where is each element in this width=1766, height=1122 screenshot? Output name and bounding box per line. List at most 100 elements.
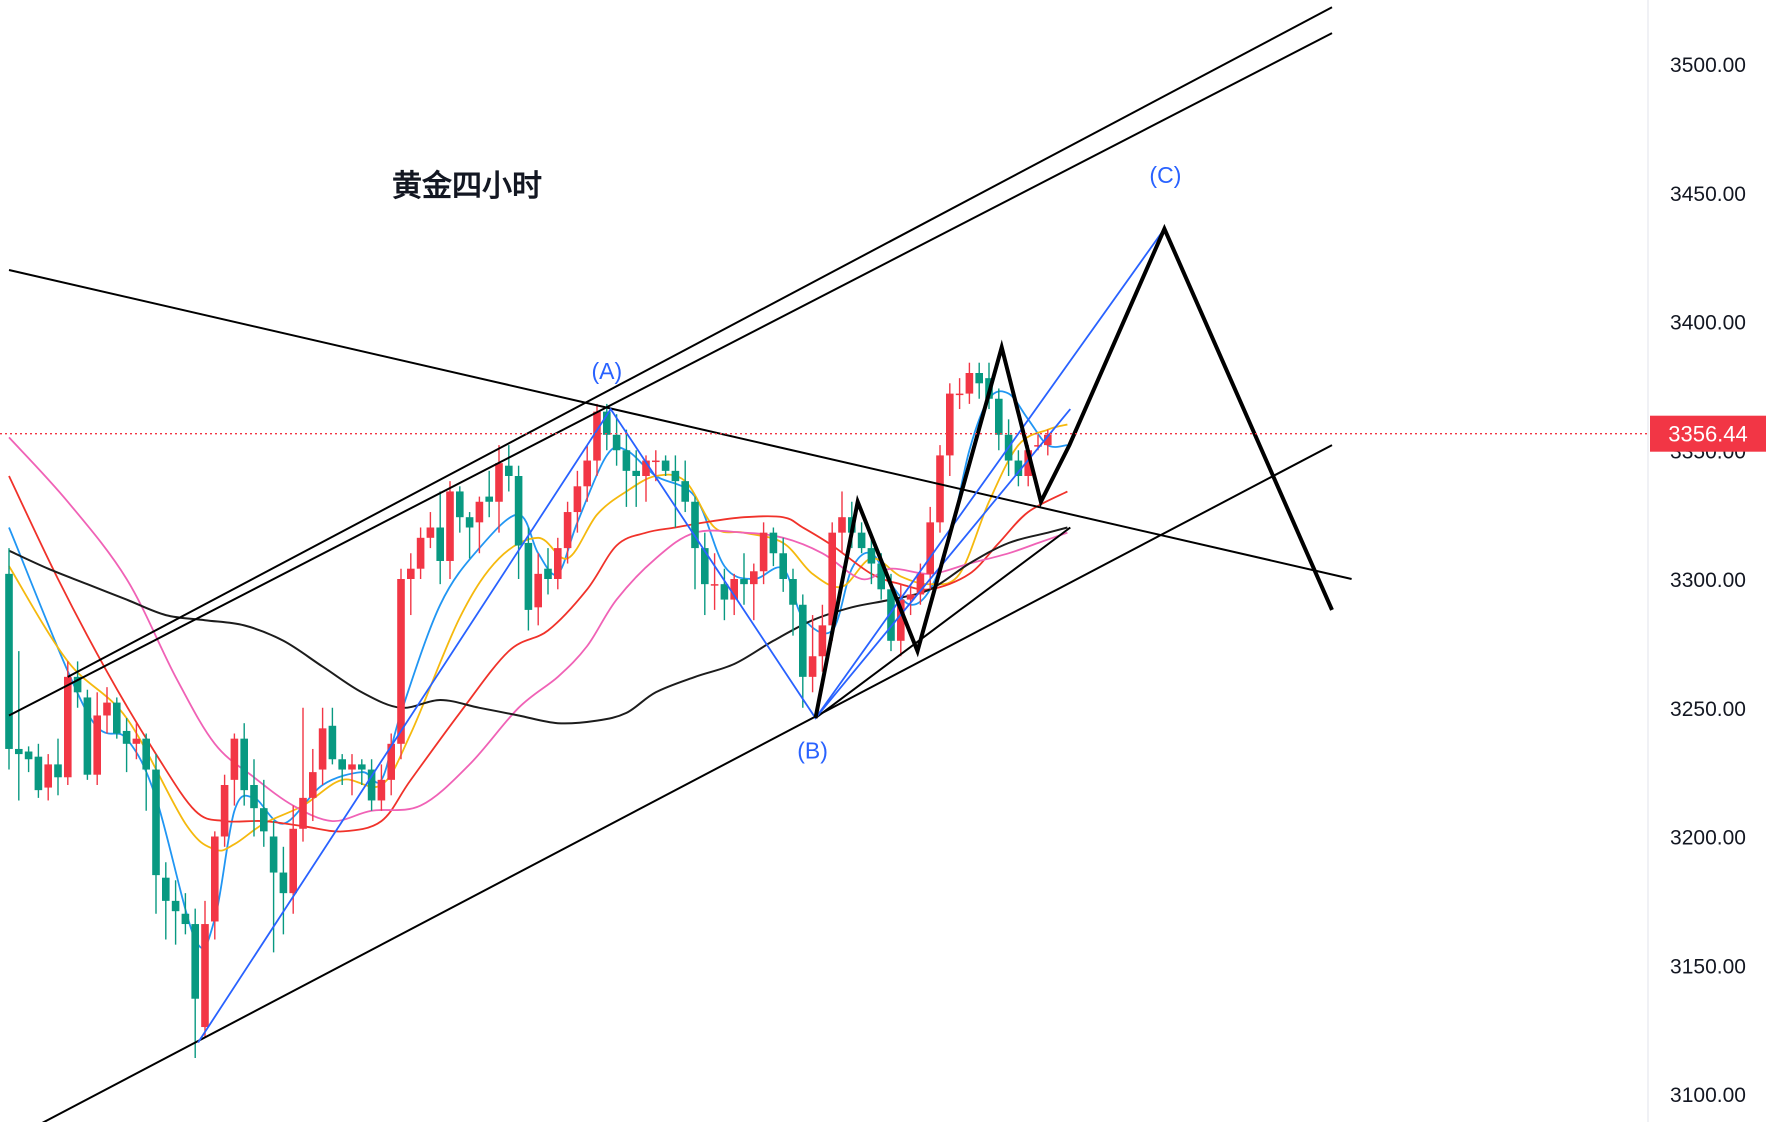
candle [122,718,131,773]
candle-body [652,460,660,463]
candle [387,733,395,796]
candle [299,707,307,842]
candle-body [230,738,239,780]
candle-body [397,579,405,744]
candle [701,532,709,616]
candle-body [593,411,601,461]
candle [181,893,190,935]
candle-body [250,785,258,809]
candle-body [603,411,611,435]
candle [367,759,376,811]
candle [230,733,239,806]
chart-title: 黄金四小时 [392,169,542,204]
candle [171,880,180,945]
candle [211,831,219,940]
candle-body [573,486,582,513]
candle-body [358,764,366,770]
candle-body [955,393,964,396]
candle [897,584,905,657]
candle-body [720,584,729,600]
candle [407,553,415,616]
candle-body [691,501,699,549]
candle [750,563,758,621]
price-axis-tick-label: 3200.00 [1670,827,1746,850]
candle-body [387,743,395,780]
candle-body [152,769,160,876]
candle-body [269,836,278,873]
candle [260,779,268,847]
candle-body [211,836,219,922]
candle-body [544,568,552,579]
candle [857,522,866,554]
candle-body [750,571,758,585]
candle [250,759,258,837]
candle-body [808,656,817,677]
candle-body [34,756,43,791]
candle-body [505,465,513,476]
candle [573,470,582,533]
candle [279,846,288,935]
candle-body [309,772,317,798]
candle-body [113,702,121,734]
candle [416,527,425,579]
candle-body [377,779,386,801]
candle [44,754,52,801]
candle [691,496,699,590]
candle [808,615,817,693]
price-axis-tick-label: 3500.00 [1670,54,1746,77]
current-price-tag-label: 3356.44 [1668,422,1748,447]
candle-body [789,579,797,605]
candle [906,584,915,616]
trend-line [8,32,1333,717]
candle [975,362,983,399]
candle [456,486,464,533]
candle-body [965,373,974,394]
candle [103,687,111,734]
candle-body [897,599,905,641]
candle [475,496,484,554]
candle [1044,429,1052,456]
candle [73,661,82,708]
moving-average-line [8,436,1068,823]
candle-body [260,808,268,832]
candle [269,821,278,953]
current-price-tag: 3356.44 [1650,415,1766,452]
wave-label: (A) [591,358,622,384]
candle-body [299,797,307,829]
candle [514,465,523,579]
candle-body [64,676,72,778]
wave-label: (B) [797,737,828,763]
candle-body [142,738,150,770]
trend-line [67,6,1333,678]
candle [838,491,846,554]
candle-body [289,828,297,894]
candle [15,651,23,801]
candle-body [946,393,954,456]
candle-body [514,476,523,546]
candle-body [54,764,62,778]
candle-body [367,769,376,801]
candle [191,908,199,1058]
price-axis-tick-label: 3150.00 [1670,955,1746,978]
candle-body [201,924,209,1028]
candle-body [524,542,533,610]
candle-body [838,517,846,533]
candle [495,445,503,533]
candle-body [5,573,13,749]
candle [563,501,572,564]
candle [152,754,160,914]
candle [201,900,209,1038]
candle-body [1024,450,1032,476]
candle [524,527,533,631]
candle [485,470,493,518]
candle-body [171,900,180,912]
candle [426,512,435,549]
candle-body [554,548,562,579]
annotation-layer [8,6,1352,1122]
candle [544,548,552,595]
candle [955,378,964,410]
candle [926,506,934,590]
candle-body [661,460,670,471]
candle-body [328,725,337,760]
candle [318,707,327,785]
